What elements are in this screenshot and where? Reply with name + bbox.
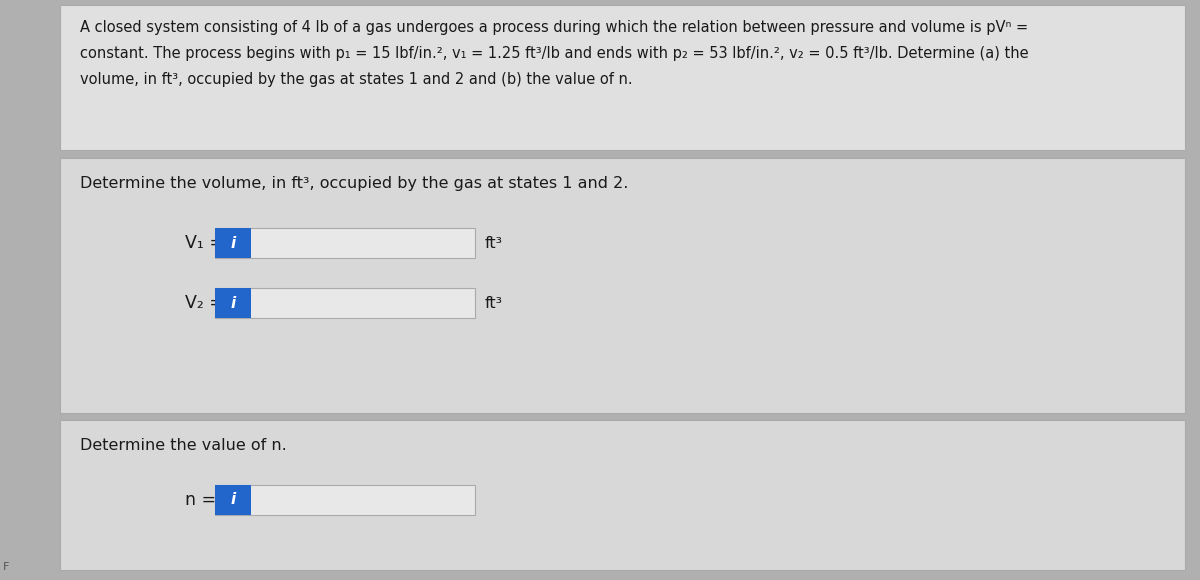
Bar	[215, 228, 251, 258]
Text: F: F	[2, 562, 10, 572]
Text: volume, in ft³, occupied by the gas at states 1 and 2 and (b) the value of n.: volume, in ft³, occupied by the gas at s…	[80, 72, 632, 87]
Text: V₁ =: V₁ =	[185, 234, 224, 252]
Bar	[60, 420, 1186, 570]
Text: ft³: ft³	[485, 295, 503, 310]
Text: A closed system consisting of 4 lb of a gas undergoes a process during which the: A closed system consisting of 4 lb of a …	[80, 20, 1028, 35]
Text: ft³: ft³	[485, 235, 503, 251]
Bar	[215, 288, 251, 318]
Text: V₂ =: V₂ =	[185, 294, 224, 312]
Text: Determine the value of n.: Determine the value of n.	[80, 438, 287, 453]
Text: Determine the volume, in ft³, occupied by the gas at states 1 and 2.: Determine the volume, in ft³, occupied b…	[80, 176, 629, 191]
Bar	[215, 485, 475, 515]
Bar	[60, 158, 1186, 413]
Text: constant. The process begins with p₁ = 15 lbf/in.², v₁ = 1.25 ft³/lb and ends wi: constant. The process begins with p₁ = 1…	[80, 46, 1028, 61]
Bar	[215, 485, 251, 515]
Bar	[215, 228, 475, 258]
Bar	[60, 5, 1186, 150]
Text: i: i	[230, 492, 235, 508]
Bar	[215, 288, 475, 318]
Text: i: i	[230, 295, 235, 310]
Text: n =: n =	[185, 491, 216, 509]
Text: i: i	[230, 235, 235, 251]
